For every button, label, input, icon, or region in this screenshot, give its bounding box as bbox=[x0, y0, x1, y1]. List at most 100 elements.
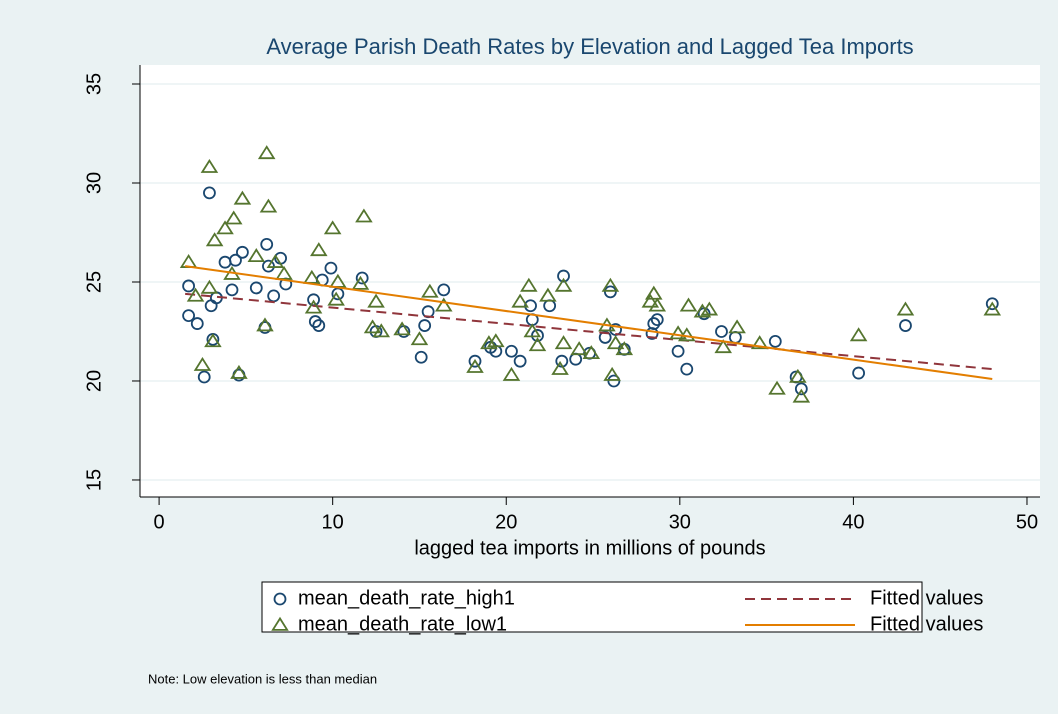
point bbox=[260, 237, 274, 251]
point bbox=[598, 331, 612, 344]
point bbox=[641, 293, 660, 308]
y-tick-label: 30 bbox=[83, 172, 105, 194]
point bbox=[554, 335, 573, 350]
point bbox=[324, 261, 338, 275]
point bbox=[852, 366, 866, 380]
point bbox=[985, 297, 999, 311]
point bbox=[262, 259, 275, 273]
point bbox=[363, 319, 382, 334]
point bbox=[615, 341, 634, 356]
point bbox=[257, 145, 276, 160]
chart-title: Average Parish Death Rates by Elevation … bbox=[266, 34, 913, 59]
point bbox=[551, 360, 569, 375]
point bbox=[193, 356, 212, 371]
point bbox=[230, 364, 248, 379]
legend-swatch bbox=[273, 592, 287, 606]
point bbox=[601, 277, 620, 292]
legend-label: Fitted values bbox=[870, 613, 983, 635]
point bbox=[225, 283, 239, 297]
point bbox=[582, 345, 601, 360]
point bbox=[186, 287, 205, 302]
y-tick-label: 15 bbox=[83, 469, 105, 491]
point bbox=[190, 317, 204, 330]
x-tick-label: 30 bbox=[669, 511, 691, 533]
point bbox=[259, 198, 278, 213]
point bbox=[700, 301, 719, 316]
point bbox=[414, 350, 428, 364]
point bbox=[570, 341, 588, 356]
point bbox=[203, 186, 216, 200]
point bbox=[511, 293, 529, 308]
point bbox=[224, 210, 243, 225]
point bbox=[715, 325, 728, 338]
point bbox=[304, 299, 323, 314]
point bbox=[327, 291, 345, 306]
point bbox=[197, 370, 211, 384]
point bbox=[557, 269, 570, 283]
point bbox=[393, 321, 411, 336]
point bbox=[528, 337, 547, 352]
point bbox=[680, 362, 694, 376]
point bbox=[466, 358, 484, 373]
point bbox=[204, 333, 222, 348]
point bbox=[308, 315, 322, 328]
point bbox=[603, 285, 617, 299]
legend-swatch bbox=[271, 616, 289, 631]
point bbox=[603, 366, 621, 381]
point bbox=[768, 334, 782, 348]
point bbox=[792, 388, 811, 403]
point bbox=[182, 279, 196, 293]
point bbox=[523, 323, 542, 338]
point bbox=[983, 301, 1002, 316]
legend bbox=[261, 581, 923, 633]
point bbox=[647, 317, 661, 330]
point bbox=[768, 380, 786, 395]
point bbox=[216, 220, 234, 235]
point bbox=[410, 331, 429, 346]
x-tick-label: 40 bbox=[842, 511, 864, 533]
point bbox=[899, 319, 912, 332]
point bbox=[367, 293, 385, 308]
point bbox=[229, 253, 242, 267]
legend-label: mean_death_rate_high1 bbox=[298, 587, 515, 609]
point bbox=[714, 339, 732, 354]
point bbox=[468, 354, 482, 368]
point bbox=[520, 277, 538, 292]
point bbox=[677, 327, 696, 342]
point bbox=[233, 190, 252, 205]
point bbox=[421, 283, 439, 298]
point bbox=[236, 245, 249, 259]
fit-line bbox=[185, 292, 993, 371]
point bbox=[693, 303, 712, 318]
point bbox=[607, 374, 621, 388]
point bbox=[849, 327, 868, 342]
point bbox=[310, 242, 328, 257]
plot-area bbox=[140, 65, 1040, 497]
x-tick-label: 10 bbox=[322, 511, 344, 533]
point bbox=[434, 297, 453, 312]
point bbox=[182, 309, 196, 323]
point bbox=[323, 220, 342, 235]
fit-line bbox=[184, 265, 993, 380]
x-tick-label: 20 bbox=[495, 511, 517, 533]
point bbox=[671, 344, 685, 358]
point bbox=[648, 297, 667, 312]
point bbox=[750, 335, 769, 350]
legend-label: Fitted values bbox=[870, 587, 983, 609]
point bbox=[502, 366, 521, 381]
y-tick-label: 35 bbox=[83, 73, 105, 95]
point bbox=[794, 382, 808, 396]
point bbox=[249, 281, 263, 295]
point bbox=[312, 319, 326, 332]
point bbox=[266, 254, 285, 268]
point bbox=[554, 277, 573, 292]
y-tick-label: 25 bbox=[83, 271, 105, 293]
point bbox=[275, 265, 293, 280]
x-tick-label: 0 bbox=[154, 511, 165, 533]
x-axis-title: lagged tea imports in millions of pounds bbox=[414, 537, 765, 559]
point bbox=[539, 287, 557, 302]
point bbox=[609, 323, 623, 336]
point bbox=[524, 299, 537, 313]
point bbox=[487, 333, 505, 348]
